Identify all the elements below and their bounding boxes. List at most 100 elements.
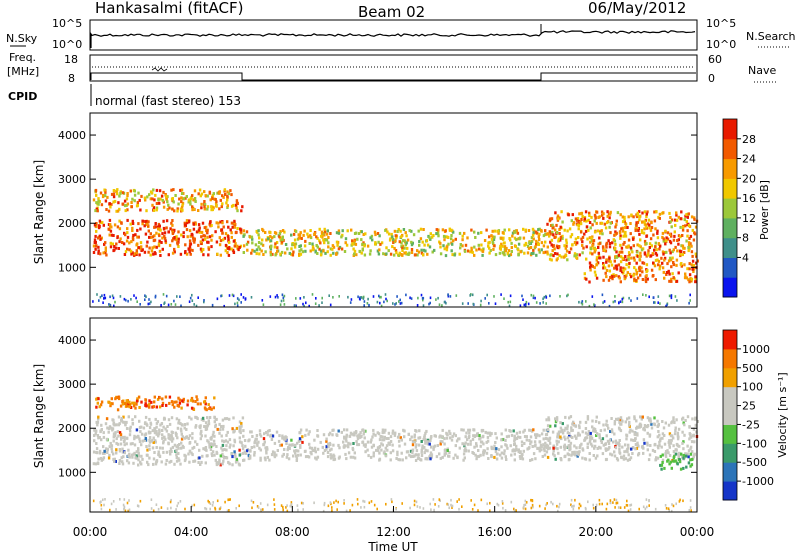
data-cell [167, 418, 171, 422]
data-cell [136, 397, 139, 401]
data-cell [435, 455, 439, 459]
data-cell [397, 254, 401, 257]
data-cell [592, 429, 595, 433]
data-cell [273, 245, 277, 249]
noise-cell [514, 508, 516, 512]
data-cell [625, 258, 628, 262]
data-cell [681, 441, 684, 445]
data-cell [261, 243, 265, 247]
data-cell [555, 442, 559, 446]
data-cell [442, 234, 446, 238]
data-cell [192, 227, 196, 231]
data-cell [114, 434, 117, 437]
noise-cell [136, 504, 139, 507]
data-cell [106, 195, 109, 199]
data-cell [205, 408, 208, 412]
data-cell [615, 250, 618, 254]
noise-cell [211, 504, 214, 507]
noise-cell [273, 508, 276, 511]
data-cell [532, 237, 535, 241]
data-cell [268, 429, 271, 432]
data-cell [517, 448, 520, 452]
data-cell [628, 458, 631, 461]
data-cell [612, 440, 615, 444]
data-cell [549, 240, 552, 244]
data-cell [686, 215, 689, 219]
data-cell [469, 250, 472, 254]
data-cell [152, 206, 156, 210]
data-cell [420, 440, 423, 443]
noise-cell [535, 301, 538, 304]
data-cell [572, 420, 575, 424]
data-cell [692, 270, 695, 273]
data-cell [683, 433, 686, 437]
data-cell [638, 218, 641, 222]
data-cell [668, 445, 671, 449]
data-cell [150, 235, 153, 239]
data-cell [92, 251, 96, 254]
data-cell [152, 462, 155, 466]
data-cell [424, 441, 427, 445]
noise-cell [115, 508, 117, 511]
data-cell [235, 206, 238, 210]
data-cell [232, 203, 235, 207]
data-cell [665, 273, 668, 276]
data-cell [649, 254, 653, 258]
data-cell [125, 420, 128, 424]
data-cell [171, 431, 174, 434]
data-cell [575, 436, 578, 440]
noise-cell [150, 507, 153, 510]
data-cell [506, 251, 509, 255]
data-cell [93, 238, 97, 242]
data-cell [581, 235, 585, 239]
date-title: 06/May/2012 [588, 0, 686, 17]
data-cell [140, 194, 143, 198]
data-cell [610, 275, 614, 279]
data-cell [161, 404, 164, 407]
noise-cell [479, 303, 482, 307]
data-cell [480, 231, 483, 235]
data-cell [179, 427, 183, 431]
noise-cell [432, 498, 435, 501]
data-cell [377, 240, 380, 244]
data-cell [558, 245, 561, 248]
data-cell [276, 246, 279, 250]
noise-cell [438, 303, 441, 306]
data-cell [504, 249, 507, 253]
data-cell [585, 245, 588, 249]
data-cell [646, 210, 649, 214]
data-cell [693, 216, 696, 220]
data-cell [449, 436, 452, 440]
data-cell [544, 441, 547, 445]
data-cell [683, 218, 686, 222]
velocity-xlabel: Time UT [367, 540, 418, 554]
data-cell [176, 241, 179, 245]
noise-cell [530, 498, 532, 502]
data-cell [266, 237, 270, 241]
data-cell [129, 429, 132, 433]
noise-cell [627, 509, 630, 513]
noise-cell [642, 293, 644, 296]
noise-cell [570, 498, 573, 502]
data-cell [641, 211, 644, 215]
data-cell [692, 238, 696, 242]
data-cell [322, 249, 325, 253]
data-cell [622, 454, 626, 458]
data-cell [577, 219, 580, 223]
data-cell [672, 276, 675, 280]
data-cell [155, 459, 158, 463]
data-cell [374, 241, 377, 245]
data-cell [523, 442, 526, 445]
data-cell [467, 449, 470, 453]
data-cell [634, 437, 637, 441]
data-cell [674, 452, 678, 456]
data-cell [559, 435, 562, 439]
data-cell [110, 202, 113, 206]
data-cell [270, 453, 274, 457]
data-cell [142, 426, 146, 430]
noise-cell [360, 506, 362, 509]
noise-cell [471, 293, 474, 297]
data-cell [627, 238, 631, 242]
data-cell [98, 234, 102, 238]
data-cell [601, 245, 605, 249]
